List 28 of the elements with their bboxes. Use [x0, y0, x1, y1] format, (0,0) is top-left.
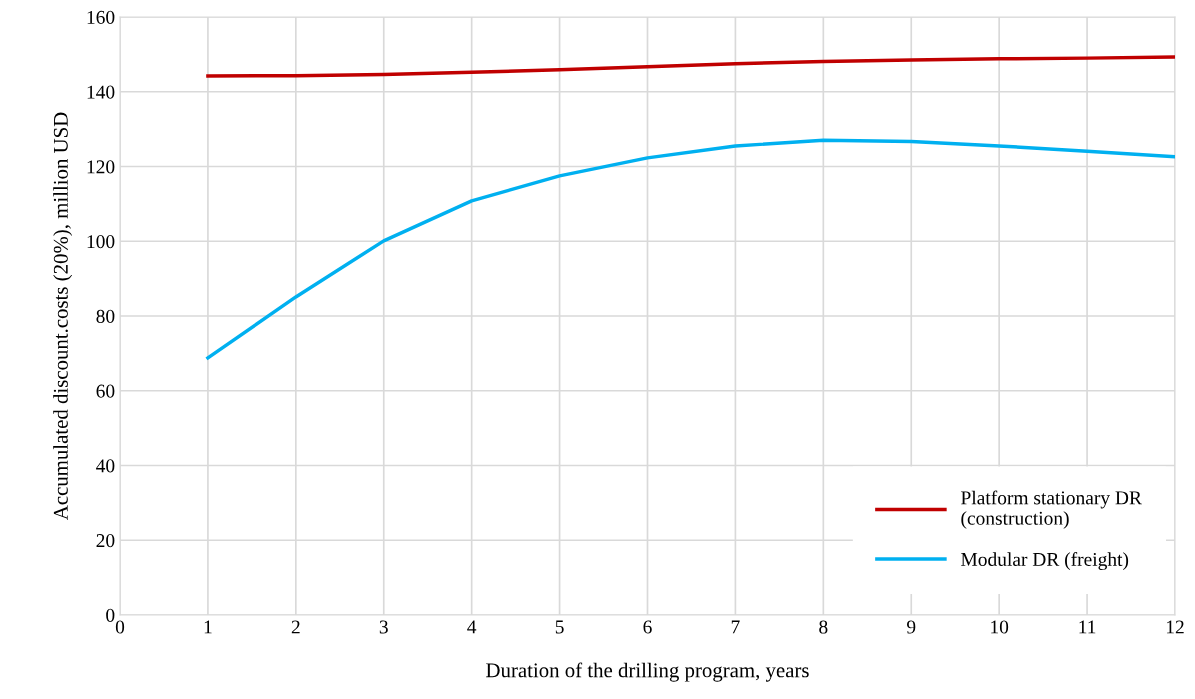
line-series: [206, 55, 1175, 78]
x-axis-title: Duration of the drilling program, years: [486, 662, 809, 682]
legend-label: Modular DR (freight): [961, 552, 1129, 570]
y-tick-label: 120: [87, 160, 115, 174]
x-tick-label: 6: [643, 620, 652, 634]
x-tick-label: 0: [115, 620, 125, 634]
y-tick-label: 100: [87, 235, 115, 249]
legend-label: Platform stationary DR (construction): [961, 490, 1142, 529]
x-tick-label: 1: [204, 620, 212, 634]
x-tick-label: 10: [991, 620, 1009, 634]
x-tick-label: 3: [379, 620, 388, 634]
x-tick-label: 11: [1079, 620, 1096, 634]
y-tick-label: 20: [96, 534, 115, 548]
y-tick-label: 160: [87, 10, 115, 24]
x-tick-label: 12: [1166, 620, 1184, 634]
line-series: [206, 138, 1175, 360]
x-tick-label: 7: [731, 620, 740, 634]
y-tick-label: 80: [96, 309, 115, 323]
x-tick-label: 5: [555, 620, 564, 634]
x-tick-label: 2: [291, 620, 300, 634]
y-axis-title: Accumulated discount.costs (20%), million USD: [53, 112, 73, 521]
x-tick-label: 8: [819, 620, 828, 634]
y-tick-label: 140: [87, 85, 115, 99]
x-tick-label: 9: [907, 620, 916, 634]
y-tick-label: 40: [96, 459, 115, 473]
x-tick-label: 4: [467, 620, 477, 634]
y-tick-label: 0: [106, 608, 115, 622]
y-tick-label: 60: [96, 384, 115, 398]
